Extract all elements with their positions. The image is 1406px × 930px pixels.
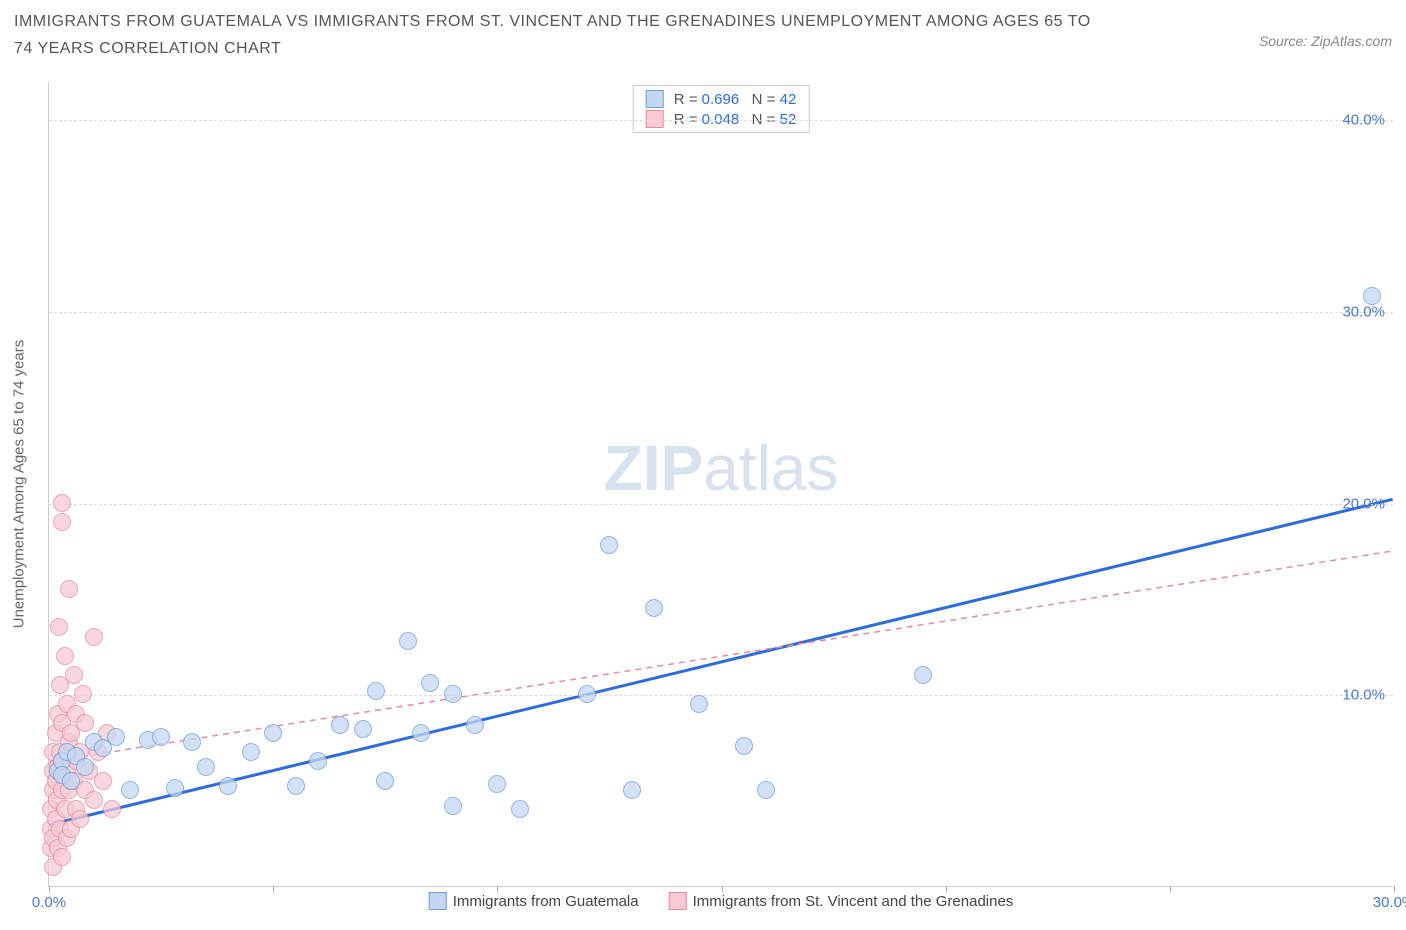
data-point-stvincent <box>85 628 103 646</box>
gridline <box>49 312 1393 313</box>
gridline <box>49 120 1393 121</box>
data-point-guatemala <box>107 728 125 746</box>
chart-plot-area: Unemployment Among Ages 65 to 74 years Z… <box>48 82 1393 887</box>
data-point-guatemala <box>412 724 430 742</box>
correlation-legend: R = 0.696 N = 42 R = 0.048 N = 52 <box>633 85 810 133</box>
x-tick <box>49 886 50 892</box>
data-point-guatemala <box>331 716 349 734</box>
data-point-stvincent <box>53 494 71 512</box>
data-point-guatemala <box>1363 287 1381 305</box>
data-point-stvincent <box>85 791 103 809</box>
source-name: ZipAtlas.com <box>1311 33 1392 49</box>
x-tick <box>273 886 274 892</box>
correlation-legend-row-guatemala: R = 0.696 N = 42 <box>646 90 797 108</box>
data-point-stvincent <box>60 580 78 598</box>
y-tick-label: 30.0% <box>1342 304 1385 321</box>
y-tick-label: 10.0% <box>1342 687 1385 704</box>
data-point-guatemala <box>287 777 305 795</box>
data-point-stvincent <box>53 513 71 531</box>
data-point-stvincent <box>94 772 112 790</box>
data-point-guatemala <box>690 695 708 713</box>
data-point-guatemala <box>121 781 139 799</box>
data-point-guatemala <box>242 743 260 761</box>
y-tick-label: 20.0% <box>1342 495 1385 512</box>
chart-header: IMMIGRANTS FROM GUATEMALA VS IMMIGRANTS … <box>14 8 1392 62</box>
x-tick <box>722 886 723 892</box>
data-point-guatemala <box>183 733 201 751</box>
y-tick-label: 40.0% <box>1342 112 1385 129</box>
data-point-guatemala <box>367 682 385 700</box>
data-point-stvincent <box>103 800 121 818</box>
data-point-guatemala <box>735 737 753 755</box>
legend-stats-stvincent: R = 0.048 N = 52 <box>674 111 797 128</box>
data-point-guatemala <box>152 728 170 746</box>
data-point-stvincent <box>65 666 83 684</box>
data-point-stvincent <box>74 685 92 703</box>
x-tick-label: 0.0% <box>32 894 66 911</box>
x-tick <box>1170 886 1171 892</box>
data-point-stvincent <box>56 647 74 665</box>
watermark-zip: ZIP <box>604 432 704 504</box>
data-point-guatemala <box>623 781 641 799</box>
data-point-guatemala <box>309 752 327 770</box>
series-legend-label-guatemala: Immigrants from Guatemala <box>453 893 639 910</box>
data-point-guatemala <box>466 716 484 734</box>
data-point-stvincent <box>76 714 94 732</box>
chart-title: IMMIGRANTS FROM GUATEMALA VS IMMIGRANTS … <box>14 8 1114 62</box>
data-point-stvincent <box>71 810 89 828</box>
legend-swatch-guatemala <box>646 90 664 108</box>
data-point-guatemala <box>914 666 932 684</box>
watermark-atlas: atlas <box>703 432 838 504</box>
series-legend-item-stvincent: Immigrants from St. Vincent and the Gren… <box>669 892 1014 910</box>
data-point-stvincent <box>50 618 68 636</box>
series-legend: Immigrants from Guatemala Immigrants from… <box>429 892 1014 910</box>
data-point-guatemala <box>421 674 439 692</box>
data-point-guatemala <box>444 685 462 703</box>
trendline-stvincent <box>49 551 1392 762</box>
data-point-guatemala <box>219 777 237 795</box>
chart-source: Source: ZipAtlas.com <box>1259 33 1392 49</box>
data-point-guatemala <box>600 536 618 554</box>
x-tick <box>1394 886 1395 892</box>
legend-stats-guatemala: R = 0.696 N = 42 <box>674 91 797 108</box>
series-legend-item-guatemala: Immigrants from Guatemala <box>429 892 639 910</box>
x-tick-label: 30.0% <box>1373 894 1406 911</box>
data-point-guatemala <box>488 775 506 793</box>
data-point-guatemala <box>354 720 372 738</box>
trend-lines-svg <box>49 82 1393 886</box>
gridline <box>49 504 1393 505</box>
data-point-stvincent <box>53 848 71 866</box>
source-prefix: Source: <box>1259 33 1311 49</box>
data-point-guatemala <box>76 758 94 776</box>
x-tick <box>497 886 498 892</box>
series-legend-swatch-stvincent <box>669 892 687 910</box>
correlation-legend-row-stvincent: R = 0.048 N = 52 <box>646 110 797 128</box>
data-point-guatemala <box>645 599 663 617</box>
data-point-guatemala <box>578 685 596 703</box>
data-point-guatemala <box>444 797 462 815</box>
gridline <box>49 695 1393 696</box>
data-point-guatemala <box>511 800 529 818</box>
data-point-guatemala <box>62 772 80 790</box>
series-legend-label-stvincent: Immigrants from St. Vincent and the Gren… <box>693 893 1014 910</box>
x-tick <box>946 886 947 892</box>
watermark: ZIPatlas <box>604 431 839 505</box>
data-point-guatemala <box>264 724 282 742</box>
data-point-guatemala <box>399 632 417 650</box>
legend-swatch-stvincent <box>646 110 664 128</box>
data-point-guatemala <box>166 779 184 797</box>
data-point-guatemala <box>376 772 394 790</box>
data-point-guatemala <box>197 758 215 776</box>
y-axis-label: Unemployment Among Ages 65 to 74 years <box>11 340 28 629</box>
data-point-guatemala <box>757 781 775 799</box>
trendline-guatemala <box>49 499 1392 824</box>
series-legend-swatch-guatemala <box>429 892 447 910</box>
